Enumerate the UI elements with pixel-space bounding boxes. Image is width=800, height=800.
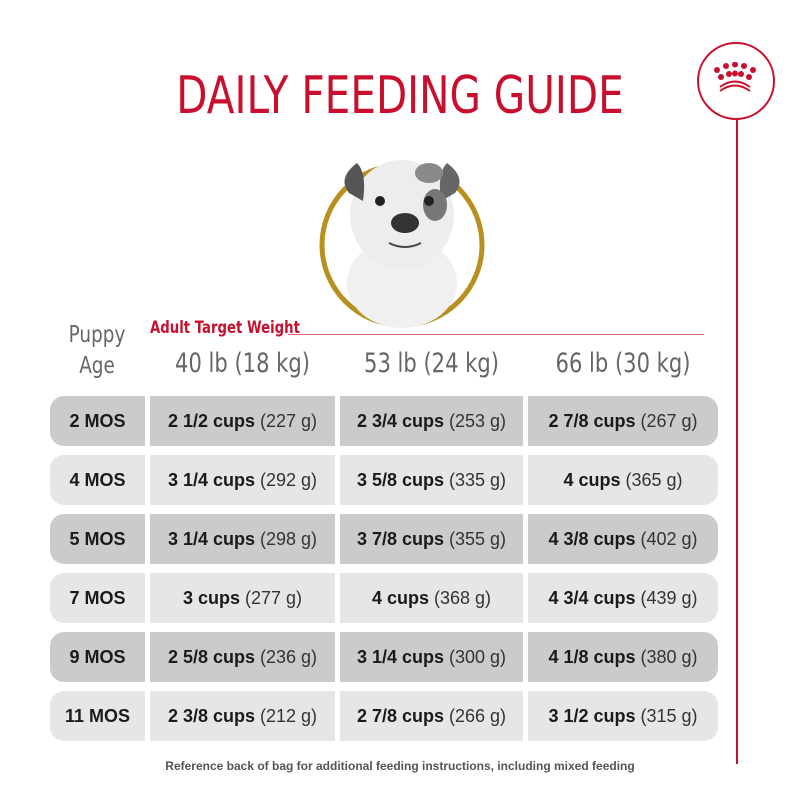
column-header-66lb: 66 lb (30 kg) — [555, 348, 691, 379]
amount-cell: 3 1/2 cups (315 g) — [528, 691, 718, 741]
amount-cell: 4 3/8 cups (402 g) — [528, 514, 718, 564]
amount-cell: 3 1/4 cups (298 g) — [150, 514, 335, 564]
age-cell: 9 MOS — [50, 632, 145, 682]
table-row: 4 MOS 3 1/4 cups (292 g) 3 5/8 cups (335 g… — [50, 455, 718, 505]
header-rule — [288, 334, 704, 335]
amount-cell: 2 3/8 cups (212 g) — [150, 691, 335, 741]
table-row: 5 MOS 3 1/4 cups (298 g) 3 7/8 cups (355 g… — [50, 514, 718, 564]
amount-cell: 4 3/4 cups (439 g) — [528, 573, 718, 623]
table-row: 7 MOS 3 cups (277 g) 4 cups (368 g) 4 3/4 … — [50, 573, 718, 623]
brand-divider-line — [736, 118, 738, 764]
amount-cell: 4 1/8 cups (380 g) — [528, 632, 718, 682]
footnote: Reference back of bag for additional fee… — [165, 759, 635, 773]
puppy-image — [319, 160, 485, 328]
age-cell: 11 MOS — [50, 691, 145, 741]
crown-icon — [714, 62, 756, 92]
age-cell: 5 MOS — [50, 514, 145, 564]
amount-cell: 3 7/8 cups (355 g) — [340, 514, 523, 564]
amount-cell: 2 7/8 cups (267 g) — [528, 396, 718, 446]
amount-cell: 3 5/8 cups (335 g) — [340, 455, 523, 505]
adult-target-weight-label: Adult Target Weight — [150, 318, 300, 338]
amount-cell: 3 1/4 cups (292 g) — [150, 455, 335, 505]
amount-cell: 2 3/4 cups (253 g) — [340, 396, 523, 446]
amount-cell: 4 cups (365 g) — [528, 455, 718, 505]
column-header-40lb: 40 lb (18 kg) — [175, 348, 310, 379]
age-cell: 7 MOS — [50, 573, 145, 623]
amount-cell: 2 7/8 cups (266 g) — [340, 691, 523, 741]
page-title: DAILY FEEDING GUIDE — [176, 66, 624, 126]
column-header-53lb: 53 lb (24 kg) — [364, 348, 499, 379]
amount-cell: 3 1/4 cups (300 g) — [340, 632, 523, 682]
amount-cell: 2 5/8 cups (236 g) — [150, 632, 335, 682]
table-row: 2 MOS 2 1/2 cups (227 g) 2 3/4 cups (253 g… — [50, 396, 718, 446]
brand-logo — [697, 42, 775, 120]
age-cell: 2 MOS — [50, 396, 145, 446]
table-row: 9 MOS 2 5/8 cups (236 g) 3 1/4 cups (300 g… — [50, 632, 718, 682]
age-cell: 4 MOS — [50, 455, 145, 505]
amount-cell: 4 cups (368 g) — [340, 573, 523, 623]
amount-cell: 2 1/2 cups (227 g) — [150, 396, 335, 446]
amount-cell: 3 cups (277 g) — [150, 573, 335, 623]
puppy-age-header: Puppy Age — [68, 322, 126, 379]
table-row: 11 MOS 2 3/8 cups (212 g) 2 7/8 cups (266 … — [50, 691, 718, 741]
